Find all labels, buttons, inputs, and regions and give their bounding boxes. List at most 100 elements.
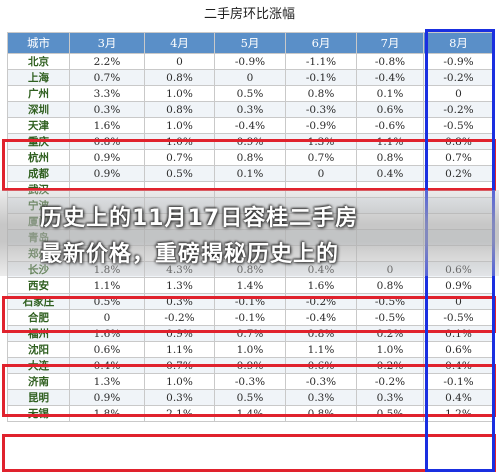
- value-cell: 0.8%: [144, 101, 215, 118]
- value-cell: 0: [144, 53, 215, 70]
- value-cell: 1.4%: [214, 405, 286, 422]
- value-cell: 2.1%: [144, 405, 215, 422]
- city-cell: 济南: [7, 373, 70, 390]
- value-cell: 0.6%: [69, 341, 145, 358]
- value-cell: 0.1%: [423, 325, 494, 342]
- value-cell: 0.5%: [214, 389, 286, 406]
- value-cell: 1.6%: [285, 277, 357, 294]
- value-cell: 1.0%: [144, 133, 215, 150]
- value-cell: -0.2%: [423, 69, 494, 86]
- city-cell: 大连: [7, 357, 70, 374]
- value-cell: 0.1%: [356, 85, 424, 102]
- value-cell: 1.0%: [144, 117, 215, 134]
- value-cell: 0.7%: [144, 357, 215, 374]
- value-cell: 0.8%: [144, 69, 215, 86]
- value-cell: 0.3%: [144, 389, 215, 406]
- headline-banner[interactable]: 历史上的11月17日容桂二手房 最新价格，重磅揭秘历史上的: [0, 190, 499, 276]
- value-cell: -0.2%: [285, 293, 357, 310]
- value-cell: -0.5%: [356, 309, 424, 326]
- city-cell: 无锡: [7, 405, 70, 422]
- value-cell: 0.7%: [69, 69, 145, 86]
- city-cell: 沈阳: [7, 341, 70, 358]
- table-row: 上海 0.7% 0.8% 0 -0.1% -0.4% -0.2%: [7, 69, 494, 86]
- table-header-row: 城市 3月 4月 5月 6月 7月 8月: [7, 32, 494, 54]
- value-cell: 0.2%: [356, 357, 424, 374]
- value-cell: 0.5%: [214, 85, 286, 102]
- value-cell: 1.6%: [69, 117, 145, 134]
- table-title: 二手房环比涨幅: [203, 7, 295, 22]
- value-cell: -0.9%: [423, 53, 494, 70]
- value-cell: 1.3%: [69, 373, 145, 390]
- value-cell: -0.5%: [423, 309, 494, 326]
- city-cell: 上海: [7, 69, 70, 86]
- value-cell: 0.1%: [214, 165, 286, 182]
- value-cell: -1.1%: [285, 53, 357, 70]
- value-cell: 0.7%: [285, 149, 357, 166]
- value-cell: -0.4%: [356, 69, 424, 86]
- value-cell: 1.6%: [69, 325, 145, 342]
- value-cell: 0.6%: [285, 357, 357, 374]
- table-row: 石家庄 0.5% 0.3% -0.1% -0.2% -0.5% 0: [7, 293, 494, 310]
- value-cell: 1.3%: [285, 133, 357, 150]
- value-cell: 0.4%: [423, 389, 494, 406]
- value-cell: -0.5%: [356, 293, 424, 310]
- table-row: 西安 1.1% 1.3% 1.4% 1.6% 0.8% 0.9%: [7, 277, 494, 294]
- city-cell: 合肥: [7, 309, 70, 326]
- value-cell: -0.8%: [356, 53, 424, 70]
- value-cell: 0.9%: [214, 133, 286, 150]
- value-cell: 0.9%: [69, 149, 145, 166]
- city-cell: 北京: [7, 53, 70, 70]
- city-cell: 深圳: [7, 101, 70, 118]
- column-header: 4月: [144, 32, 215, 54]
- value-cell: 0.3%: [285, 389, 357, 406]
- value-cell: 0.3%: [214, 101, 286, 118]
- value-cell: 0.9%: [69, 165, 145, 182]
- column-header: 8月: [423, 32, 494, 54]
- value-cell: 2.2%: [69, 53, 145, 70]
- value-cell: 0.4%: [423, 357, 494, 374]
- value-cell: 0.9%: [144, 325, 215, 342]
- value-cell: -0.1%: [214, 309, 286, 326]
- value-cell: -0.2%: [356, 373, 424, 390]
- value-cell: -0.9%: [285, 117, 357, 134]
- table-row: 广州 3.3% 1.0% 0.5% 0.8% 0.1% 0: [7, 85, 494, 102]
- value-cell: -0.3%: [285, 101, 357, 118]
- column-header: 5月: [214, 32, 286, 54]
- value-cell: 0.3%: [144, 293, 215, 310]
- value-cell: 0.8%: [285, 405, 357, 422]
- table-row: 合肥 0 -0.2% -0.1% -0.4% -0.5% -0.5%: [7, 309, 494, 326]
- value-cell: 0: [214, 69, 286, 86]
- value-cell: 1.1%: [356, 133, 424, 150]
- value-cell: 0.7%: [423, 149, 494, 166]
- value-cell: 0.8%: [423, 133, 494, 150]
- value-cell: 1.1%: [69, 277, 145, 294]
- value-cell: -0.4%: [285, 309, 357, 326]
- value-cell: 0.9%: [423, 277, 494, 294]
- value-cell: 0.8%: [356, 149, 424, 166]
- table-row: 福州 1.6% 0.9% 0.7% 0.8% 0.2% 0.1%: [7, 325, 494, 342]
- value-cell: 1.3%: [144, 277, 215, 294]
- value-cell: 0.8%: [356, 277, 424, 294]
- city-cell: 西安: [7, 277, 70, 294]
- value-cell: 0.3%: [356, 389, 424, 406]
- value-cell: -0.1%: [285, 69, 357, 86]
- value-cell: 0.9%: [69, 389, 145, 406]
- value-cell: 0.7%: [144, 149, 215, 166]
- value-cell: -0.9%: [214, 53, 286, 70]
- headline-line-2: 最新价格，重磅揭秘历史上的: [40, 242, 340, 267]
- value-cell: -0.5%: [423, 117, 494, 134]
- value-cell: 3.3%: [69, 85, 145, 102]
- city-cell: 杭州: [7, 149, 70, 166]
- value-cell: 0: [423, 293, 494, 310]
- value-cell: -0.4%: [214, 117, 286, 134]
- city-cell: 昆明: [7, 389, 70, 406]
- value-cell: -0.2%: [423, 101, 494, 118]
- value-cell: 1.0%: [144, 373, 215, 390]
- value-cell: 1.0%: [356, 341, 424, 358]
- value-cell: -0.1%: [214, 293, 286, 310]
- table-row: 深圳 0.3% 0.8% 0.3% -0.3% 0.6% -0.2%: [7, 101, 494, 118]
- value-cell: -0.3%: [285, 373, 357, 390]
- column-header: 城市: [7, 32, 70, 54]
- value-cell: 0.8%: [285, 85, 357, 102]
- value-cell: 1.8%: [69, 405, 145, 422]
